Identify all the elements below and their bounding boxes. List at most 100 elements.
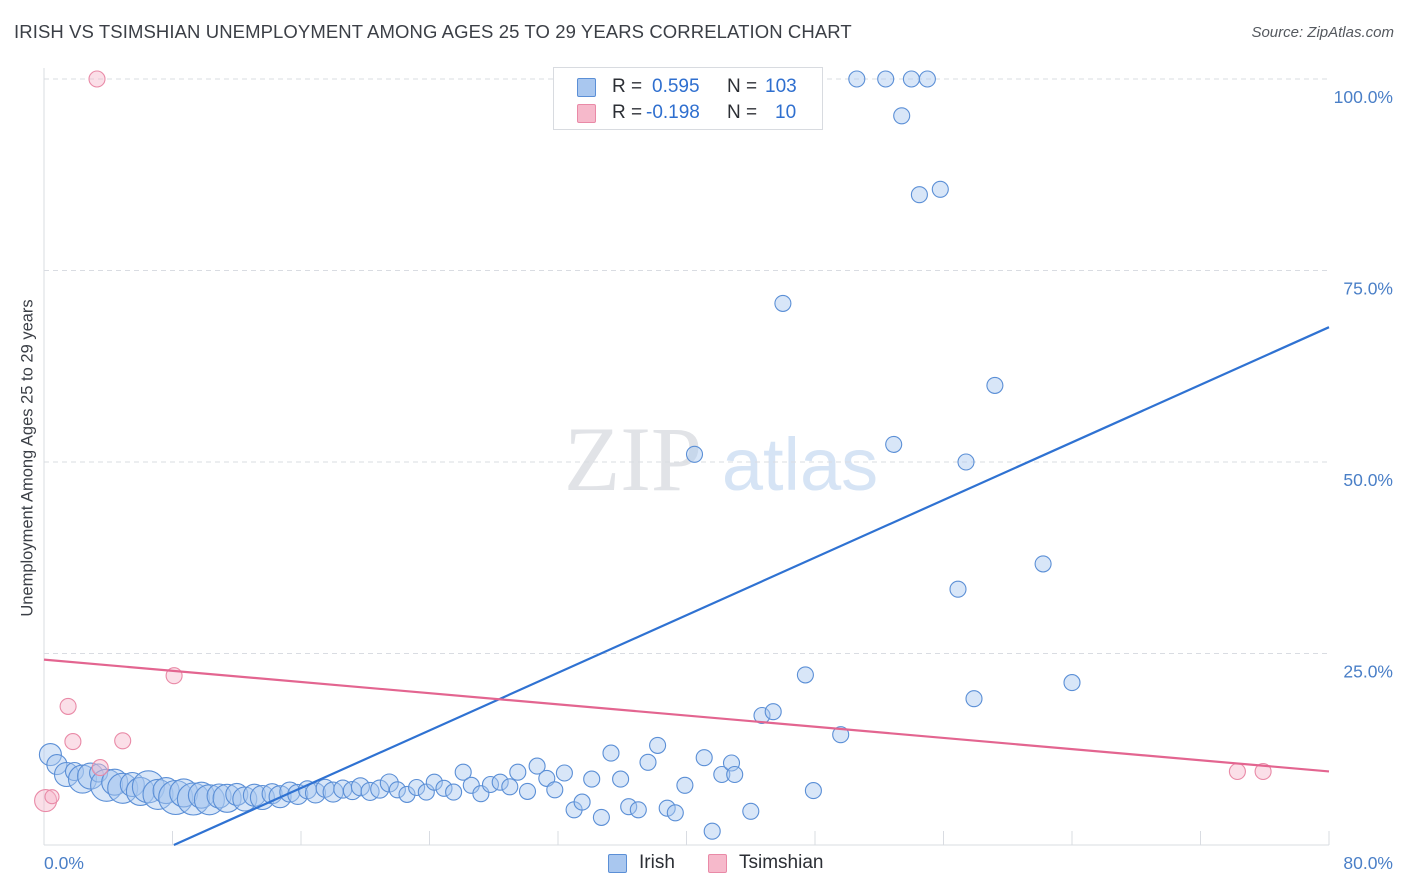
irish-point-61 <box>583 770 601 788</box>
irish-point-60 <box>573 793 591 811</box>
irish-point-13 <box>142 778 174 810</box>
y-tick-label-3: 100.0% <box>1334 87 1393 107</box>
irish-r-value: 0.595 <box>652 76 700 97</box>
irish-n-value: 103 <box>765 76 797 97</box>
irish-point-68 <box>649 736 667 754</box>
irish-point-97 <box>1034 555 1052 573</box>
legend-row-tsimshian: R = -0.198 N = 10 <box>554 102 822 126</box>
irish-point-86 <box>877 70 895 88</box>
watermark-atlas: atlas <box>722 423 878 506</box>
irish-point-53 <box>509 763 527 781</box>
tsimshian-point-3 <box>64 733 82 751</box>
irish-point-81 <box>774 294 792 312</box>
irish-point-36 <box>350 777 370 797</box>
tsimshian-point-5 <box>88 70 106 88</box>
irish-point-71 <box>676 776 694 794</box>
irish-point-22 <box>225 782 249 806</box>
irish-point-80 <box>764 703 782 721</box>
irish-point-58 <box>555 764 573 782</box>
irish-point-63 <box>602 744 620 762</box>
irish-point-47 <box>454 763 472 781</box>
irish-point-48 <box>462 776 480 794</box>
trend-lines <box>43 326 1330 847</box>
irish-point-93 <box>949 580 967 598</box>
irish-point-87 <box>885 435 903 453</box>
irish-point-77 <box>726 765 744 784</box>
irish-trend-line <box>173 326 1330 847</box>
tick-labels: 25.0% 50.0% 75.0% 100.0% 0.0% 80.0% <box>44 87 1393 873</box>
irish-point-46 <box>445 783 463 801</box>
tsimshian-point-9 <box>1254 762 1272 781</box>
irish-point-42 <box>408 778 426 797</box>
legend-row-irish: R = 0.595 N = 103 <box>554 76 822 100</box>
irish-point-57 <box>546 781 564 799</box>
irish-point-73 <box>695 749 713 767</box>
irish-point-90 <box>910 186 928 204</box>
irish-point-94 <box>957 453 975 471</box>
irish-point-44 <box>425 773 443 791</box>
x-tick-label-0: 0.0% <box>44 853 84 873</box>
irish-point-1 <box>46 754 68 776</box>
irish-point-69 <box>658 799 676 817</box>
irish-point-51 <box>491 773 509 791</box>
legend-label-irish: Irish <box>639 852 675 873</box>
irish-point-98 <box>1063 674 1081 692</box>
irish-point-38 <box>370 779 390 799</box>
irish-point-55 <box>528 757 546 775</box>
x-tick-marks <box>43 831 1330 845</box>
chart-title: IRISH VS TSIMSHIAN UNEMPLOYMENT AMONG AG… <box>14 21 852 42</box>
irish-point-75 <box>713 765 731 784</box>
tsimshian-r-label: R = <box>612 102 643 123</box>
correlation-legend: R = 0.595 N = 103 R = -0.198 N = 10 <box>553 67 823 130</box>
source-credit: Source: ZipAtlas.com <box>1251 24 1394 41</box>
irish-point-83 <box>804 782 822 800</box>
irish-point-62 <box>592 808 610 826</box>
irish-r-label: R = <box>612 76 643 97</box>
irish-point-89 <box>902 70 920 88</box>
irish-point-92 <box>931 180 949 198</box>
tsimshian-point-6 <box>114 732 132 750</box>
series-legend: Irish Tsimshian <box>0 852 1406 876</box>
irish-point-91 <box>918 70 936 88</box>
irish-point-12 <box>131 770 165 804</box>
y-tick-label-0: 25.0% <box>1343 662 1393 682</box>
irish-point-74 <box>703 822 721 840</box>
irish-point-52 <box>501 778 519 796</box>
irish-point-31 <box>304 782 327 804</box>
irish-point-17 <box>176 782 210 816</box>
irish-point-54 <box>518 782 537 800</box>
irish-point-40 <box>388 781 406 799</box>
watermark-zip: ZIP <box>564 408 702 510</box>
x-tick-label-1: 80.0% <box>1343 853 1393 873</box>
irish-point-88 <box>893 107 911 125</box>
irish-point-7 <box>90 768 124 802</box>
irish-point-96 <box>986 376 1004 394</box>
watermark: ZIP atlas <box>564 408 878 510</box>
tsimshian-point-1 <box>44 789 60 805</box>
legend-swatch-irish <box>608 854 627 873</box>
legend-label-tsimshian: Tsimshian <box>739 852 824 873</box>
irish-point-72 <box>685 445 704 463</box>
irish-point-64 <box>612 770 630 788</box>
legend-swatch-tsimshian <box>708 854 727 873</box>
irish-point-79 <box>753 706 771 725</box>
tsimshian-n-value: 10 <box>775 102 797 123</box>
irish-point-0 <box>38 743 62 767</box>
irish-swatch <box>577 78 596 97</box>
irish-point-85 <box>848 70 866 88</box>
irish-point-15 <box>158 779 194 816</box>
irish-points <box>38 70 1081 840</box>
tsimshian-r-value: -0.198 <box>646 102 700 123</box>
irish-point-41 <box>398 785 416 803</box>
irish-point-45 <box>435 779 453 797</box>
tsimshian-point-2 <box>59 697 77 715</box>
tsimshian-point-4 <box>91 759 109 777</box>
tsimshian-point-8 <box>1228 762 1246 781</box>
tsimshian-points <box>34 70 1272 813</box>
irish-point-65 <box>620 798 638 816</box>
irish-point-78 <box>742 802 760 820</box>
tsimshian-n-label: N = <box>727 102 758 123</box>
irish-point-67 <box>639 753 657 771</box>
tsimshian-trend-line <box>43 658 1330 773</box>
